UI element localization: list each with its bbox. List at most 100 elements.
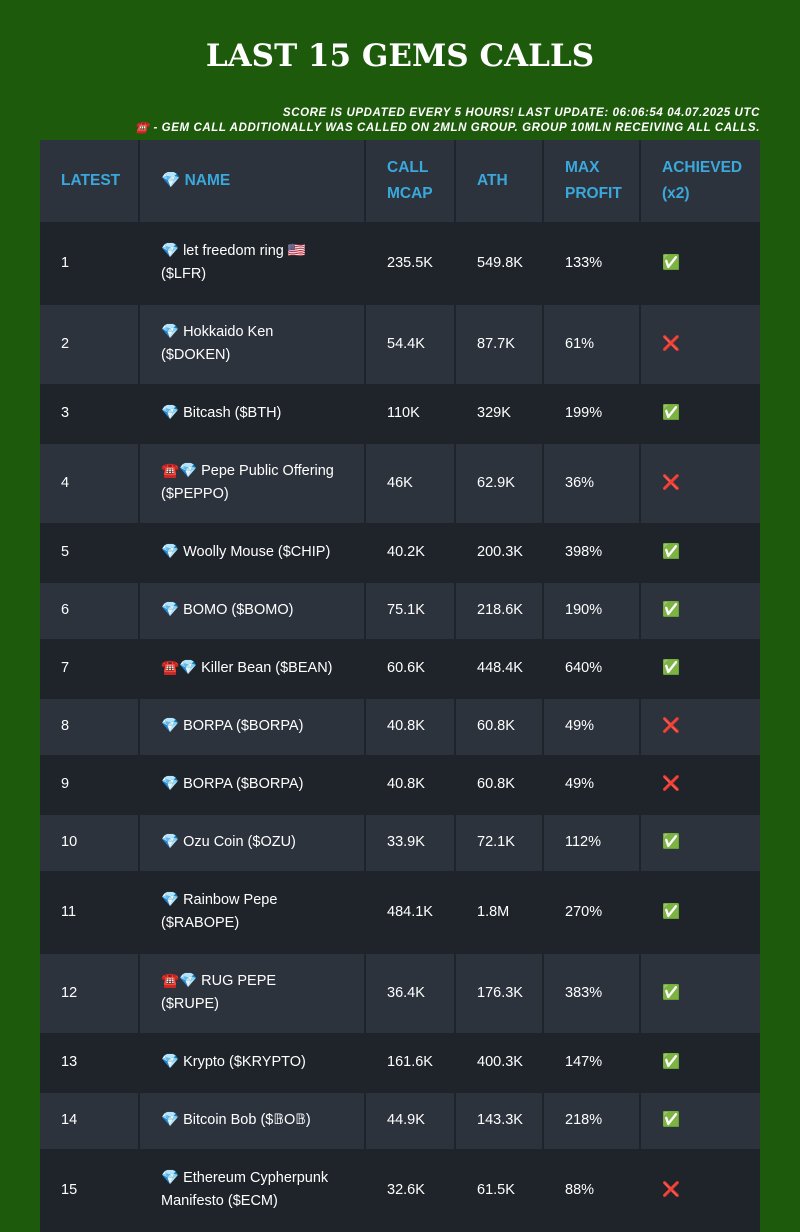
achieved: ❌ <box>641 305 760 386</box>
rank: 10 <box>40 815 140 873</box>
column-header: MAX PROFIT <box>544 140 641 224</box>
call-mcap: 75.1K <box>366 583 456 641</box>
name: 💎 let freedom ring 🇺🇸 ($LFR) <box>140 224 366 305</box>
max-profit: 112% <box>544 815 641 873</box>
achieved: ✅ <box>641 386 760 444</box>
call-mcap: 484.1K <box>366 873 456 954</box>
ath: 61.5K <box>456 1151 544 1232</box>
rank: 11 <box>40 873 140 954</box>
table-body: 1 💎 let freedom ring 🇺🇸 ($LFR) 235.5K 549.8… <box>40 224 760 1232</box>
achieved: ✅ <box>641 525 760 583</box>
achieved: ✅ <box>641 873 760 954</box>
call-mcap: 54.4K <box>366 305 456 386</box>
ath: 176.3K <box>456 954 544 1035</box>
achieved: ❌ <box>641 699 760 757</box>
table-row: 5 💎 Woolly Mouse ($CHIP) 40.2K 200.3K 398% ✅ <box>40 525 760 583</box>
call-mcap: 235.5K <box>366 224 456 305</box>
max-profit: 383% <box>544 954 641 1035</box>
table-row: 10 💎 Ozu Coin ($OZU) 33.9K 72.1K 112% ✅ <box>40 815 760 873</box>
achieved: ✅ <box>641 1035 760 1093</box>
call-mcap: 33.9K <box>366 815 456 873</box>
ath: 62.9K <box>456 444 544 525</box>
name: 💎 BORPA ($BORPA) <box>140 757 366 815</box>
table-row: 8 💎 BORPA ($BORPA) 40.8K 60.8K 49% ❌ <box>40 699 760 757</box>
ath: 87.7K <box>456 305 544 386</box>
notes: SCORE IS UPDATED EVERY 5 HOURS! LAST UPD… <box>135 106 760 136</box>
name: 💎 Bitcoin Bob ($𝔹O𝔹) <box>140 1093 366 1151</box>
call-mcap: 60.6K <box>366 641 456 699</box>
table-row: 4 ☎️💎 Pepe Public Offering ($PEPPO) 46K 62.… <box>40 444 760 525</box>
table-row: 2 💎 Hokkaido Ken ($DOKEN) 54.4K 87.7K 61% ❌ <box>40 305 760 386</box>
max-profit: 398% <box>544 525 641 583</box>
name: 💎 Bitcash ($BTH) <box>140 386 366 444</box>
call-mcap: 110K <box>366 386 456 444</box>
ath: 72.1K <box>456 815 544 873</box>
achieved: ❌ <box>641 444 760 525</box>
column-header: CALL MCAP <box>366 140 456 224</box>
name: 💎 Ozu Coin ($OZU) <box>140 815 366 873</box>
table-row: 11 💎 Rainbow Pepe ($RABOPE) 484.1K 1.8M 270%… <box>40 873 760 954</box>
max-profit: 61% <box>544 305 641 386</box>
max-profit: 88% <box>544 1151 641 1232</box>
rank: 1 <box>40 224 140 305</box>
max-profit: 147% <box>544 1035 641 1093</box>
max-profit: 190% <box>544 583 641 641</box>
name: 💎 Ethereum Cypherpunk Manifesto ($ECM) <box>140 1151 366 1232</box>
table-row: 7 ☎️💎 Killer Bean ($BEAN) 60.6K 448.4K 640% ✅ <box>40 641 760 699</box>
call-mcap: 44.9K <box>366 1093 456 1151</box>
ath: 60.8K <box>456 757 544 815</box>
rank: 15 <box>40 1151 140 1232</box>
achieved: ✅ <box>641 583 760 641</box>
call-mcap: 161.6K <box>366 1035 456 1093</box>
table-row: 14 💎 Bitcoin Bob ($𝔹O𝔹) 44.9K 143.3K 218% ✅ <box>40 1093 760 1151</box>
call-mcap: 36.4K <box>366 954 456 1035</box>
table-head: LATEST 💎 NAME CALL MCAP ATH MAX PROFIT ACHIEV… <box>40 140 760 224</box>
note: ☎️ - GEM CALL ADDITIONALLY WAS CALLED ON… <box>134 122 760 134</box>
rank: 13 <box>40 1035 140 1093</box>
ath: 1.8M <box>456 873 544 954</box>
max-profit: 199% <box>544 386 641 444</box>
column-header: 💎 NAME <box>140 140 366 224</box>
rank: 7 <box>40 641 140 699</box>
max-profit: 218% <box>544 1093 641 1151</box>
max-profit: 133% <box>544 224 641 305</box>
table-row: 15 💎 Ethereum Cypherpunk Manifesto ($ECM)… <box>40 1151 760 1232</box>
header-row: LATEST 💎 NAME CALL MCAP ATH MAX PROFIT ACHIEV… <box>40 140 760 224</box>
achieved: ❌ <box>641 1151 760 1232</box>
max-profit: 36% <box>544 444 641 525</box>
rank: 8 <box>40 699 140 757</box>
achieved: ❌ <box>641 757 760 815</box>
rank: 9 <box>40 757 140 815</box>
table-row: 13 💎 Krypto ($KRYPTO) 161.6K 400.3K 147% ✅ <box>40 1035 760 1093</box>
max-profit: 49% <box>544 699 641 757</box>
page: LAST 15 GEMS CALLS SCORE IS UPDATED EVER… <box>40 38 760 1232</box>
ath: 143.3K <box>456 1093 544 1151</box>
achieved: ✅ <box>641 224 760 305</box>
rank: 2 <box>40 305 140 386</box>
ath: 329K <box>456 386 544 444</box>
call-mcap: 40.8K <box>366 757 456 815</box>
ath: 549.8K <box>456 224 544 305</box>
call-mcap: 40.8K <box>366 699 456 757</box>
call-mcap: 32.6K <box>366 1151 456 1232</box>
rank: 5 <box>40 525 140 583</box>
name: 💎 BOMO ($BOMO) <box>140 583 366 641</box>
ath: 218.6K <box>456 583 544 641</box>
ath: 60.8K <box>456 699 544 757</box>
rank: 4 <box>40 444 140 525</box>
name: 💎 Rainbow Pepe ($RABOPE) <box>140 873 366 954</box>
table-row: 9 💎 BORPA ($BORPA) 40.8K 60.8K 49% ❌ <box>40 757 760 815</box>
max-profit: 49% <box>544 757 641 815</box>
ath: 200.3K <box>456 525 544 583</box>
column-header: LATEST <box>40 140 140 224</box>
table-row: 12 ☎️💎 RUG PEPE ($RUPE) 36.4K 176.3K 383% ✅ <box>40 954 760 1035</box>
achieved: ✅ <box>641 641 760 699</box>
max-profit: 270% <box>544 873 641 954</box>
call-mcap: 46K <box>366 444 456 525</box>
rank: 12 <box>40 954 140 1035</box>
table-row: 3 💎 Bitcash ($BTH) 110K 329K 199% ✅ <box>40 386 760 444</box>
name: 💎 Krypto ($KRYPTO) <box>140 1035 366 1093</box>
call-mcap: 40.2K <box>366 525 456 583</box>
name: ☎️💎 Killer Bean ($BEAN) <box>140 641 366 699</box>
name: 💎 Woolly Mouse ($CHIP) <box>140 525 366 583</box>
